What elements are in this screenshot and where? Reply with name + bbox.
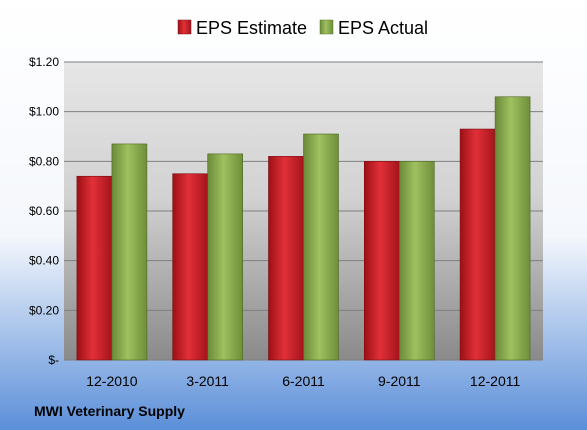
legend: EPS Estimate EPS Actual: [177, 18, 428, 38]
y-tick-label: $-: [48, 353, 59, 367]
x-tick-label: 6-2011: [282, 373, 325, 389]
bar-eps-estimate: [459, 128, 496, 361]
bar-eps-actual: [398, 161, 435, 361]
bar-eps-actual: [303, 133, 339, 361]
y-tick-label: $0.40: [29, 254, 59, 268]
legend-label-eps-estimate: EPS Estimate: [196, 18, 307, 38]
x-tick-label: 9-2011: [378, 373, 421, 389]
legend-swatch-eps-estimate: [177, 19, 192, 35]
bar-eps-estimate: [172, 173, 208, 361]
x-axis-labels: 12-2010 3-2011 6-2011 9-2011 12-2011: [86, 373, 520, 389]
bar-eps-estimate: [76, 175, 113, 361]
x-tick-label: 12-2010: [86, 373, 138, 389]
y-tick-label: $0.60: [29, 204, 59, 218]
bar-eps-actual: [207, 153, 243, 361]
y-axis-ticks: $- $0.20 $0.40 $0.60 $0.80 $1.00 $1.20: [29, 55, 59, 367]
bar-eps-estimate: [363, 161, 400, 361]
y-tick-label: $0.80: [29, 154, 59, 168]
bar-eps-actual: [494, 96, 531, 361]
y-tick-label: $0.20: [29, 303, 59, 317]
footer-company-name: MWI Veterinary Supply: [34, 403, 185, 419]
bar-eps-estimate: [268, 156, 304, 361]
x-tick-label: 3-2011: [186, 373, 229, 389]
legend-swatch-eps-actual: [319, 19, 334, 35]
bar-eps-actual: [111, 143, 148, 361]
y-tick-label: $1.00: [29, 105, 59, 119]
y-tick-label: $1.20: [29, 55, 59, 69]
x-tick-label: 12-2011: [470, 373, 521, 389]
bars: [76, 96, 531, 361]
legend-label-eps-actual: EPS Actual: [338, 18, 428, 38]
